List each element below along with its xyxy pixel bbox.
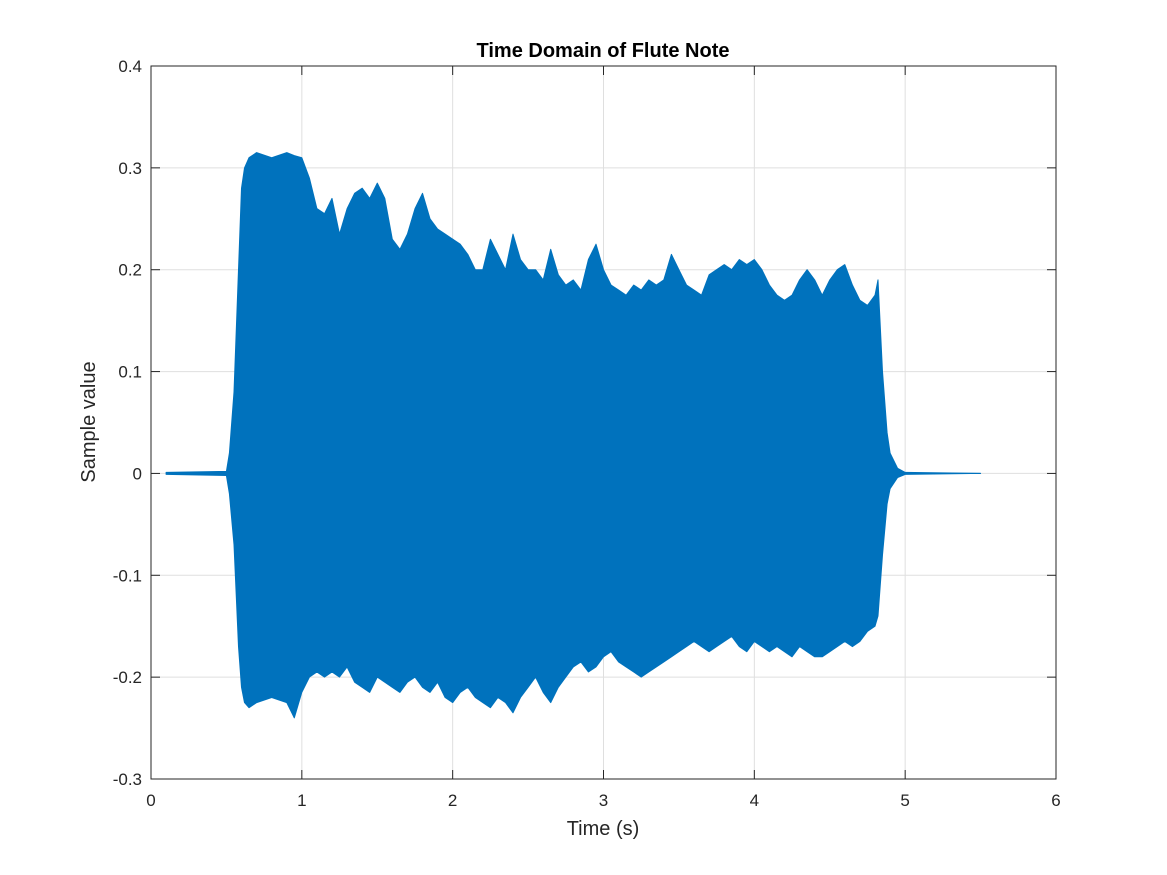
x-tick-label: 0 <box>146 791 155 810</box>
y-tick-label: -0.2 <box>113 668 142 687</box>
y-tick-label: 0.2 <box>118 261 142 280</box>
x-tick-label: 1 <box>297 791 306 810</box>
series-layer <box>165 152 982 719</box>
x-tick-label: 5 <box>900 791 909 810</box>
axis-ticks <box>150 65 1057 780</box>
x-tick-labels: 0 1 2 3 4 5 6 <box>146 791 1060 810</box>
y-tick-label: 0.3 <box>118 159 142 178</box>
x-tick-label: 3 <box>599 791 608 810</box>
y-tick-label: -0.3 <box>113 770 142 789</box>
y-tick-label: 0.4 <box>118 57 142 76</box>
y-tick-labels: -0.3 -0.2 -0.1 0 0.1 0.2 0.3 0.4 <box>113 57 142 789</box>
chart-title: Time Domain of Flute Note <box>477 40 730 62</box>
x-axis-title: Time (s) <box>567 818 640 840</box>
y-tick-label: 0.1 <box>118 363 142 382</box>
y-axis-title: Sample value <box>78 361 100 482</box>
y-tick-label: 0 <box>133 464 142 483</box>
x-tick-label: 6 <box>1051 791 1060 810</box>
x-tick-label: 2 <box>448 791 457 810</box>
x-tick-label: 4 <box>750 791 759 810</box>
y-tick-label: -0.1 <box>113 566 142 585</box>
